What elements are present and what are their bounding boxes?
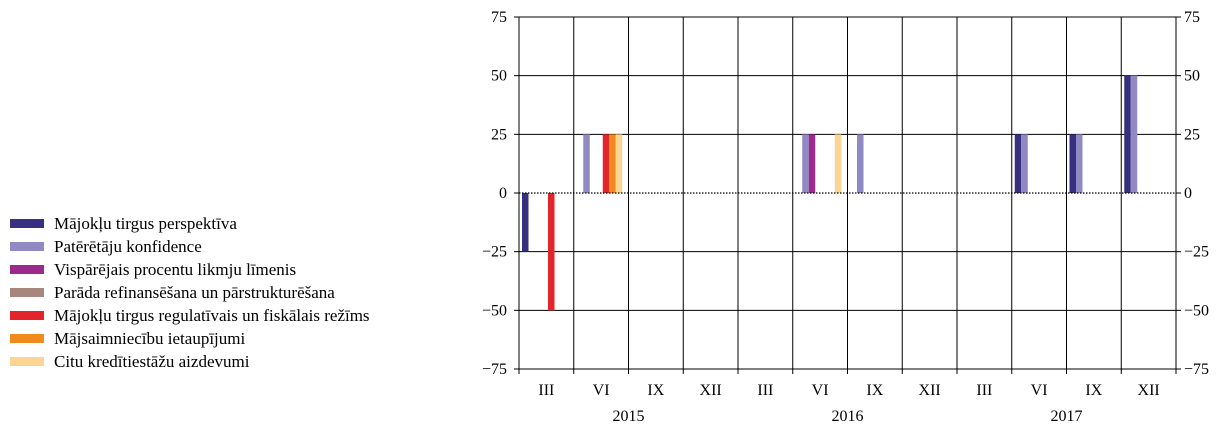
bar bbox=[834, 134, 842, 193]
legend-label: Citu kredītiestāžu aizdevumi bbox=[54, 352, 250, 371]
legend-label: Mājokļu tirgus perspektīva bbox=[54, 214, 237, 233]
legend-swatch bbox=[10, 311, 44, 320]
legend-item: Citu kredītiestāžu aizdevumi bbox=[10, 350, 370, 373]
legend-item: Patērētāju konfidence bbox=[10, 235, 370, 258]
y-tick-label-left: 25 bbox=[491, 126, 507, 143]
x-tick-label: III bbox=[757, 382, 773, 399]
bar bbox=[615, 134, 623, 193]
y-tick-label-right: 25 bbox=[1184, 126, 1200, 143]
legend-swatch bbox=[10, 288, 44, 297]
bar bbox=[857, 134, 864, 193]
x-tick-label: VI bbox=[593, 382, 610, 399]
y-tick-label-left: 50 bbox=[491, 68, 507, 85]
y-tick-label-left: −25 bbox=[482, 244, 507, 261]
x-tick-label: III bbox=[976, 382, 992, 399]
x-tick-label: IX bbox=[647, 382, 664, 399]
x-tick-label: IX bbox=[866, 382, 883, 399]
bar bbox=[1021, 134, 1028, 193]
x-year-label: 2017 bbox=[1051, 408, 1083, 425]
x-tick-label: XII bbox=[700, 382, 722, 399]
x-tick-label: IX bbox=[1085, 382, 1102, 399]
legend-label: Mājsaimniecību ietaupījumi bbox=[54, 329, 246, 348]
y-tick-label-left: 0 bbox=[499, 185, 507, 202]
y-tick-label-right: −25 bbox=[1184, 244, 1209, 261]
legend-swatch bbox=[10, 334, 44, 343]
y-tick-label-left: −50 bbox=[482, 302, 507, 319]
legend-label: Mājokļu tirgus regulatīvais un fiskālais… bbox=[54, 306, 370, 325]
bar bbox=[808, 134, 816, 193]
x-tick-label: XII bbox=[919, 382, 941, 399]
x-year-label: 2015 bbox=[613, 408, 645, 425]
x-tick-label: III bbox=[538, 382, 554, 399]
bar bbox=[1014, 134, 1022, 193]
bar bbox=[1130, 75, 1138, 193]
bar bbox=[602, 134, 610, 193]
x-tick-label: VI bbox=[1031, 382, 1048, 399]
legend-label: Vispārējais procentu likmju līmenis bbox=[54, 260, 297, 279]
legend-item: Parāda refinansēšana un pārstrukturēšana bbox=[10, 281, 370, 304]
bar bbox=[583, 134, 590, 193]
x-year-label: 2016 bbox=[832, 408, 864, 425]
x-tick-label: XII bbox=[1138, 382, 1160, 399]
legend-swatch bbox=[10, 265, 44, 274]
legend-swatch bbox=[10, 242, 44, 251]
bar bbox=[1076, 134, 1083, 193]
y-tick-label-left: 75 bbox=[491, 9, 507, 26]
legend-item: Mājokļu tirgus regulatīvais un fiskālais… bbox=[10, 304, 370, 327]
legend-item: Vispārējais procentu likmju līmenis bbox=[10, 258, 370, 281]
y-tick-label-right: −75 bbox=[1184, 361, 1209, 378]
y-tick-label-right: 0 bbox=[1184, 185, 1192, 202]
bar bbox=[1124, 75, 1131, 193]
chart-legend: Mājokļu tirgus perspektīva Patērētāju kon… bbox=[10, 212, 370, 373]
bar bbox=[1069, 134, 1076, 193]
bar bbox=[548, 193, 555, 311]
legend-item: Mājsaimniecību ietaupījumi bbox=[10, 327, 370, 350]
y-tick-label-left: −75 bbox=[482, 361, 507, 378]
y-tick-label-right: −50 bbox=[1184, 302, 1209, 319]
bar bbox=[802, 134, 809, 193]
y-tick-label-right: 75 bbox=[1184, 9, 1200, 26]
legend-label: Parāda refinansēšana un pārstrukturēšana bbox=[54, 283, 335, 302]
legend-item: Mājokļu tirgus perspektīva bbox=[10, 212, 370, 235]
legend-swatch bbox=[10, 357, 44, 366]
legend-swatch bbox=[10, 219, 44, 228]
legend-label: Patērētāju konfidence bbox=[54, 237, 202, 256]
x-tick-label: VI bbox=[812, 382, 829, 399]
bar bbox=[522, 193, 529, 252]
bar bbox=[609, 134, 616, 193]
y-tick-label-right: 50 bbox=[1184, 68, 1200, 85]
